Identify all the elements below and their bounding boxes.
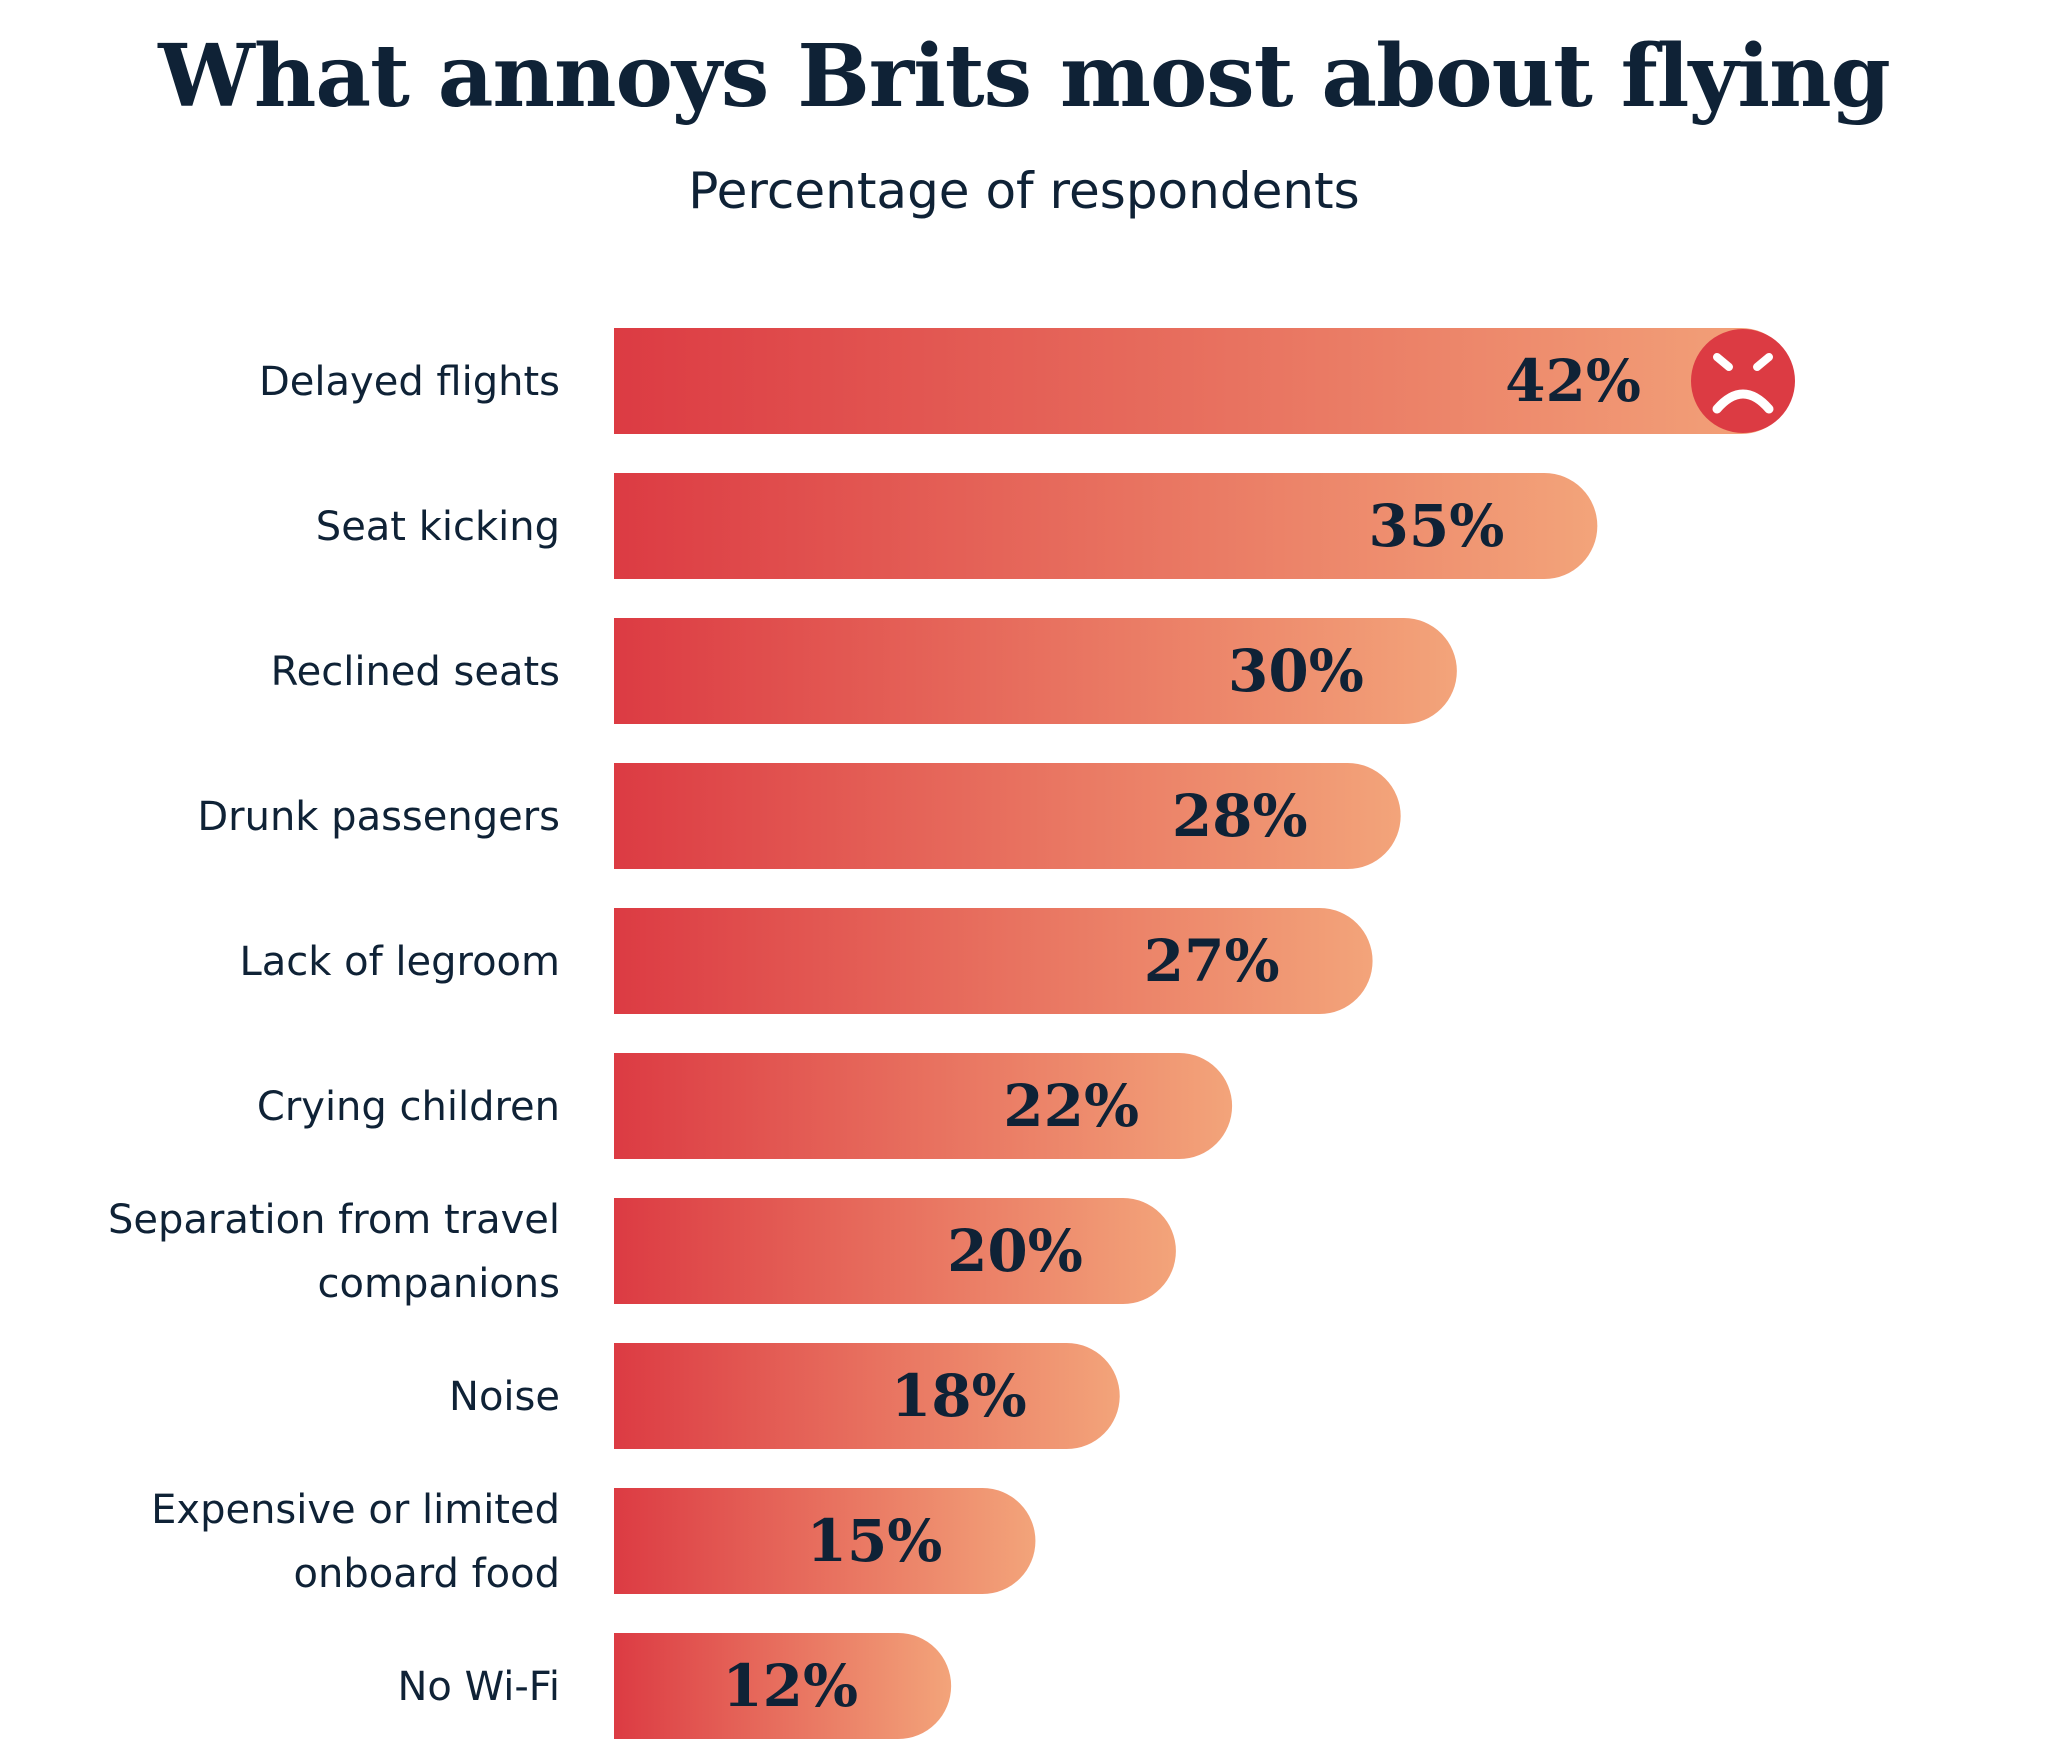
category-label: Crying children (257, 1084, 560, 1130)
bar (614, 1343, 1120, 1449)
bars-layer (614, 328, 1794, 1739)
value-label: 28% (1172, 782, 1308, 850)
category-label: Reclined seats (271, 649, 560, 695)
category-label: Drunk passengers (197, 794, 560, 840)
value-label: 15% (807, 1507, 943, 1575)
category-label-line: Separation from travel (108, 1197, 560, 1243)
value-label: 22% (1003, 1072, 1139, 1140)
category-label: Noise (449, 1374, 560, 1420)
bar (614, 1488, 1036, 1594)
frown-mouth (1712, 389, 1774, 414)
right-eye (1753, 353, 1773, 371)
category-label-line: onboard food (294, 1551, 560, 1597)
value-label: 27% (1144, 927, 1280, 995)
category-label-line: Lack of legroom (239, 939, 560, 985)
bar (614, 473, 1598, 579)
bar (614, 1053, 1233, 1159)
bar (614, 763, 1401, 869)
value-label: 12% (722, 1652, 858, 1720)
category-label-line: Drunk passengers (197, 794, 560, 840)
category-label: Seat kicking (316, 504, 560, 550)
category-label: Separation from travel companions (108, 1197, 560, 1307)
badge-layer (1691, 329, 1795, 433)
value-label: 35% (1369, 492, 1505, 560)
bar (614, 1198, 1176, 1304)
value-label: 20% (947, 1217, 1083, 1285)
bar (614, 328, 1794, 434)
left-eye (1713, 353, 1733, 371)
category-label: Lack of legroom (239, 939, 560, 985)
category-label-line: Noise (449, 1374, 560, 1420)
category-label-line: companions (318, 1261, 560, 1307)
category-label-line: Seat kicking (316, 504, 560, 550)
bar (614, 618, 1457, 724)
badge-circle (1691, 329, 1795, 433)
value-label: 18% (891, 1362, 1027, 1430)
category-label-line: Reclined seats (271, 649, 560, 695)
bar (614, 908, 1373, 1014)
angry-face-icon (1691, 329, 1795, 433)
chart-title: What annoys Brits most about flying (158, 26, 1891, 127)
value-label: 30% (1228, 637, 1364, 705)
bar (614, 1633, 952, 1739)
value-labels-layer: 42% 35% 30% 28% 27% 22% 20% 18% 15% 12% (722, 347, 1641, 1720)
category-label-line: Expensive or limited (151, 1487, 560, 1533)
category-label-line: Delayed flights (259, 359, 560, 405)
category-label-line: Crying children (257, 1084, 560, 1130)
chart-subtitle: Percentage of respondents (688, 162, 1360, 220)
category-label: Delayed flights (259, 359, 560, 405)
category-labels-layer: Delayed flights Seat kicking Reclined seat… (108, 359, 560, 1710)
category-label: Expensive or limited onboard food (151, 1487, 560, 1597)
category-label-line: No Wi-Fi (397, 1664, 560, 1710)
category-label: No Wi-Fi (397, 1664, 560, 1710)
value-label: 42% (1505, 347, 1641, 415)
